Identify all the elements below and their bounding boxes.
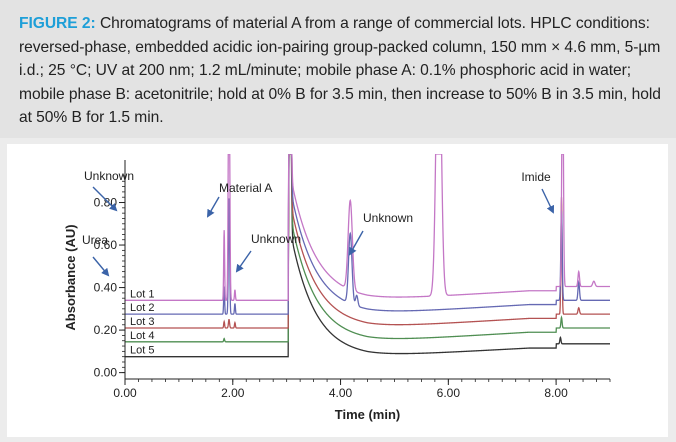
peak-label-unknown: Unknown bbox=[363, 211, 413, 225]
peak-label-urea: Urea bbox=[82, 233, 108, 247]
figure-label: FIGURE 2: bbox=[19, 15, 96, 32]
peak-arrow bbox=[349, 230, 364, 256]
series-label-lot-3: Lot 3 bbox=[130, 316, 154, 328]
y-tick-label: 0.00 bbox=[94, 366, 118, 380]
figure-caption: FIGURE 2: Chromatograms of material A fr… bbox=[19, 12, 662, 130]
peak-arrow bbox=[235, 250, 252, 273]
series-label-lot-2: Lot 2 bbox=[130, 302, 154, 314]
peak-arrow bbox=[92, 256, 110, 277]
x-tick-label: 4.00 bbox=[329, 386, 353, 400]
peak-label-material-a: Material A bbox=[219, 181, 272, 195]
series-label-lot-5: Lot 5 bbox=[130, 345, 154, 357]
chart-panel: 0.00 2.00 4.00 6.00 8.00 0.00 0.20 0.40 0.60 0.80… bbox=[7, 144, 668, 437]
trace-lot-4 bbox=[125, 154, 610, 343]
peak-arrow bbox=[206, 196, 220, 218]
chromatogram-chart: 0.00 2.00 4.00 6.00 8.000.000.200.400.600.80… bbox=[63, 154, 611, 422]
trace-lot-5 bbox=[125, 154, 610, 358]
trace-lot-2 bbox=[125, 154, 610, 315]
peak-arrow bbox=[541, 188, 555, 214]
peak-label-unknown: Unknown bbox=[251, 232, 301, 246]
y-axis-label: Absorbance (AU) bbox=[63, 224, 78, 330]
y-tick-label: 0.60 bbox=[94, 238, 118, 252]
figure-caption-panel: FIGURE 2: Chromatograms of material A fr… bbox=[0, 0, 676, 138]
trace-lot-3 bbox=[125, 154, 610, 329]
x-tick-label: 6.00 bbox=[437, 386, 461, 400]
x-tick-label: 8.00 bbox=[544, 386, 568, 400]
x-tick-label: 2.00 bbox=[221, 386, 245, 400]
figure-caption-text: Chromatograms of material A from a range… bbox=[19, 15, 661, 127]
trace-lot-1 bbox=[125, 154, 610, 301]
x-axis-label: Time (min) bbox=[335, 407, 401, 422]
series-label-lot-4: Lot 4 bbox=[130, 330, 154, 342]
peak-label-unknown: Unknown bbox=[84, 169, 134, 183]
x-tick-label: 0.00 bbox=[113, 386, 137, 400]
y-tick-label: 0.20 bbox=[94, 323, 118, 337]
peak-arrow bbox=[92, 186, 118, 212]
series-label-lot-1: Lot 1 bbox=[130, 288, 154, 300]
peak-label-imide: Imide bbox=[521, 170, 551, 184]
y-tick-label: 0.40 bbox=[94, 281, 118, 295]
